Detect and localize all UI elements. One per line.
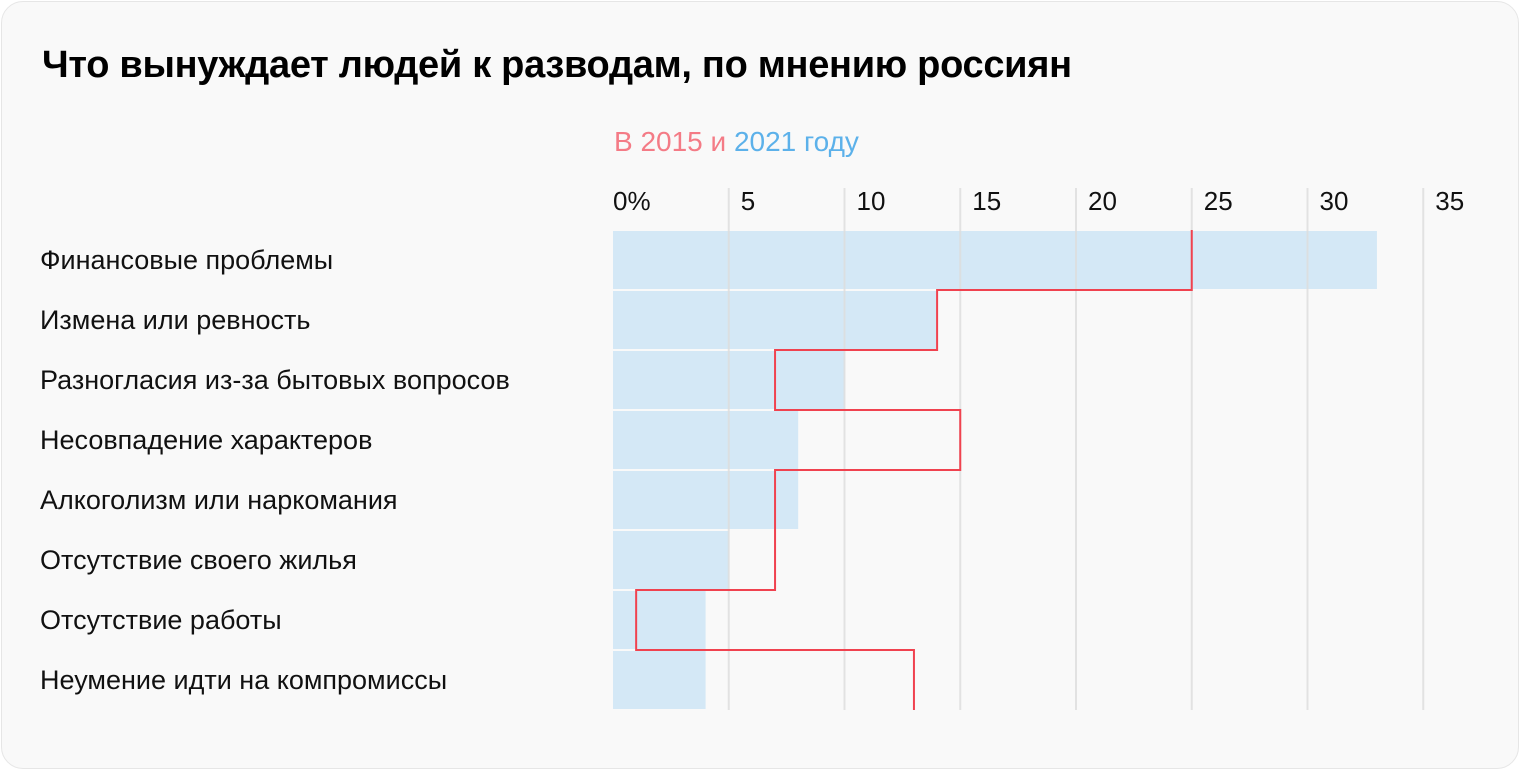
legend-2021: 2021: [733, 126, 797, 157]
bar-2021: [613, 231, 1377, 289]
category-label: Отсутствие работы: [40, 605, 282, 635]
category-label: Алкоголизм или наркомания: [40, 485, 398, 515]
tick-label: 35: [1435, 186, 1464, 216]
legend-conj: и: [702, 126, 734, 157]
bar-2021: [613, 531, 729, 589]
tick-label: 0%: [613, 186, 651, 216]
bar-2021: [613, 651, 706, 709]
bar-2021: [613, 591, 706, 649]
category-label: Неумение идти на компромиссы: [40, 665, 447, 695]
bar-2021: [613, 411, 799, 469]
line-2015: [635, 230, 1193, 710]
tick-label: 15: [972, 186, 1001, 216]
tick-label: 25: [1204, 186, 1233, 216]
category-label: Финансовые проблемы: [40, 245, 333, 275]
tick-label: 20: [1088, 186, 1117, 216]
tick-label: 5: [741, 186, 755, 216]
tick-label: 10: [857, 186, 886, 216]
chart-subtitle: В 2015 и 2021 году: [614, 126, 859, 158]
category-label: Разногласия из-за бытовых вопросов: [40, 365, 510, 395]
category-label: Отсутствие своего жилья: [40, 545, 357, 575]
legend-suffix: году: [796, 126, 859, 157]
bar-2021: [613, 471, 799, 529]
bar-2021: [613, 291, 938, 349]
legend-2015: В 2015: [614, 126, 703, 157]
tick-label: 30: [1320, 186, 1349, 216]
category-label: Несовпадение характеров: [40, 425, 372, 455]
chart-title: Что вынуждает людей к разводам, по мнени…: [42, 44, 1072, 86]
category-label: Измена или ревность: [40, 305, 310, 335]
